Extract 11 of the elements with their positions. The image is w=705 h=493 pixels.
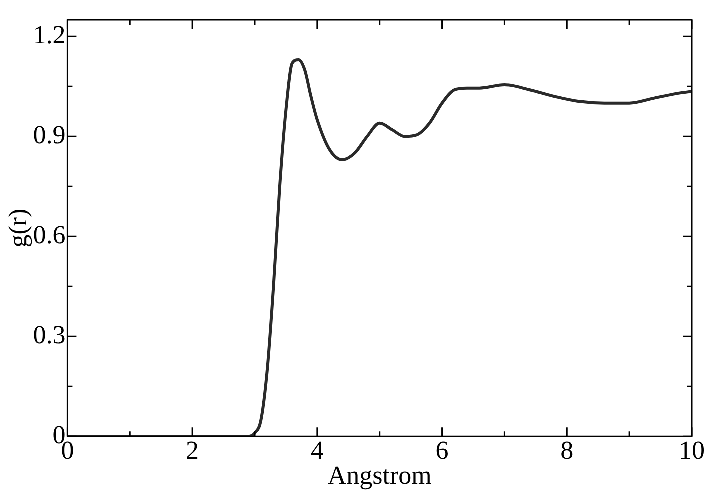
x-tick-label: 8 (560, 436, 574, 466)
y-tick-label: 0.6 (33, 220, 66, 250)
x-axis-title: Angstrom (328, 461, 432, 490)
y-tick-label: 1.2 (33, 20, 66, 50)
y-tick-label: 0.3 (33, 320, 66, 350)
y-axis-title: g(r) (3, 208, 32, 248)
x-tick-label: 2 (186, 436, 200, 466)
x-tick-label: 10 (679, 436, 705, 466)
x-tick-label: 6 (436, 436, 449, 466)
x-tick-label: 4 (310, 436, 324, 466)
y-tick-label: 0.9 (33, 120, 66, 150)
